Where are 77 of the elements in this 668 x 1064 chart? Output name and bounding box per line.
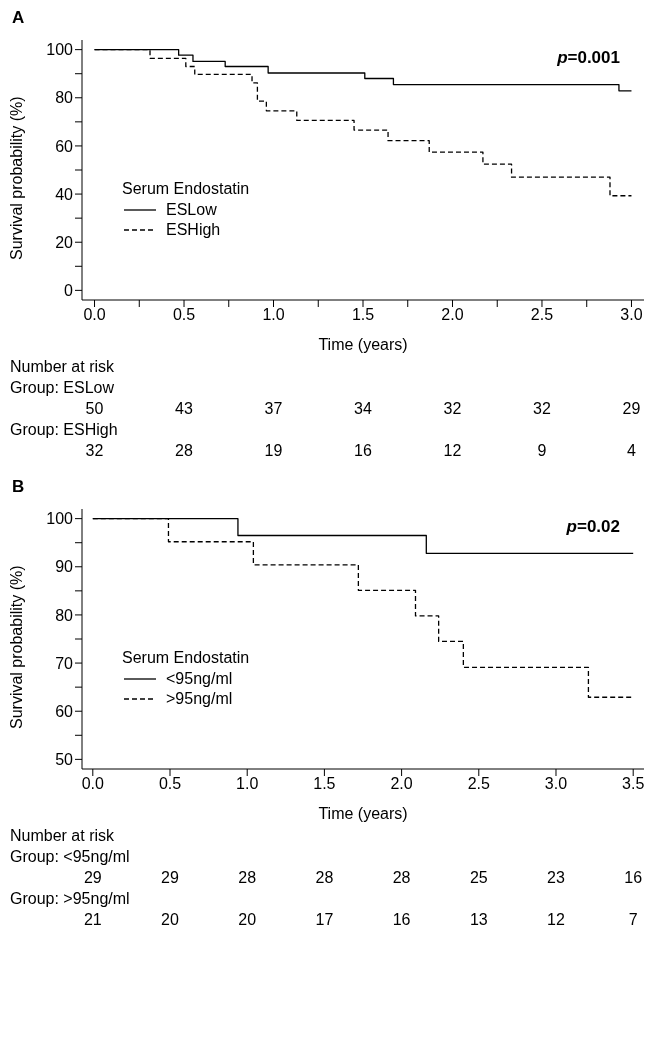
y-tick-label: 0 [64, 282, 74, 300]
x-axis-title: Time (years) [318, 805, 408, 822]
text: 28 [174, 442, 194, 460]
legend-title: Serum Endostatin [122, 649, 250, 667]
y-tick-label: 60 [55, 137, 74, 155]
x-tick-label: 2.0 [390, 775, 413, 793]
text: Group: <95ng/ml [10, 848, 130, 866]
annotation: p=0.001 [557, 48, 620, 68]
text: 23 [546, 869, 566, 887]
text: 7 [627, 911, 639, 929]
text: 17 [314, 911, 335, 929]
text: 32 [84, 442, 105, 460]
x-axis-title: Time (years) [318, 336, 408, 353]
x-tick-label: 1.5 [313, 775, 336, 793]
x-tick-label: 0.5 [158, 775, 182, 793]
text: 16 [623, 869, 644, 887]
text: 32 [442, 400, 463, 418]
text: 13 [468, 911, 489, 929]
x-tick-label: 0.0 [83, 306, 106, 324]
y-tick-label: 60 [55, 702, 74, 720]
annotation: p=0.02 [566, 517, 620, 537]
text: 20 [237, 911, 258, 929]
x-tick-label: 0.5 [172, 306, 196, 324]
text: 29 [82, 869, 103, 887]
text: 25 [468, 869, 489, 887]
y-tick-label: 100 [46, 510, 74, 528]
text: 37 [263, 400, 284, 418]
text: 34 [353, 400, 373, 418]
x-tick-label: 2.0 [441, 306, 464, 324]
text: 28 [391, 869, 412, 887]
y-tick-label: 90 [55, 558, 74, 576]
text: 28 [314, 869, 335, 887]
text: 16 [353, 442, 373, 460]
y-tick-label: 20 [55, 233, 74, 251]
text: 4 [626, 442, 637, 460]
legend-label: <95ng/ml [166, 670, 233, 688]
x-tick-label: 3.0 [620, 306, 643, 324]
x-tick-label: 2.5 [467, 775, 491, 793]
text: 28 [237, 869, 258, 887]
text: 19 [263, 442, 284, 460]
text: Group: ESHigh [10, 421, 118, 439]
chart-title: B [11, 477, 26, 497]
y-axis-title: Survival probability (%) [7, 96, 25, 260]
text: Group: ESLow [10, 379, 115, 397]
text: Number at risk [10, 827, 115, 845]
text: 16 [391, 911, 412, 929]
text: 12 [442, 442, 463, 460]
text: Group: >95ng/ml [10, 890, 130, 908]
legend-title: Serum Endostatin [122, 180, 250, 198]
legend-label: ESLow [166, 201, 217, 219]
chart-title: A [11, 8, 26, 28]
y-tick-label: 50 [55, 751, 74, 769]
text: 21 [82, 911, 103, 929]
y-tick-label: 80 [55, 606, 74, 624]
text: 12 [546, 911, 566, 929]
x-tick-label: 0.0 [81, 775, 105, 793]
y-tick-label: 100 [46, 41, 74, 59]
x-tick-label: 3.5 [622, 775, 645, 793]
text: 29 [621, 400, 642, 418]
text: Number at risk [10, 358, 115, 376]
x-tick-label: 3.0 [544, 775, 568, 793]
text: 9 [536, 442, 548, 460]
text: 50 [84, 400, 105, 418]
text: 43 [174, 400, 194, 418]
y-tick-label: 70 [55, 654, 74, 672]
y-axis-title: Survival probability (%) [7, 565, 25, 729]
y-tick-label: 80 [55, 89, 74, 107]
text: 20 [160, 911, 180, 929]
x-tick-label: 1.0 [236, 775, 259, 793]
y-tick-label: 40 [55, 185, 74, 203]
legend-label: ESHigh [166, 221, 221, 239]
text: 29 [160, 869, 180, 887]
legend-label: >95ng/ml [166, 690, 233, 708]
text: 32 [532, 400, 552, 418]
x-tick-label: 1.5 [351, 306, 375, 324]
x-tick-label: 2.5 [530, 306, 554, 324]
x-tick-label: 1.0 [262, 306, 285, 324]
